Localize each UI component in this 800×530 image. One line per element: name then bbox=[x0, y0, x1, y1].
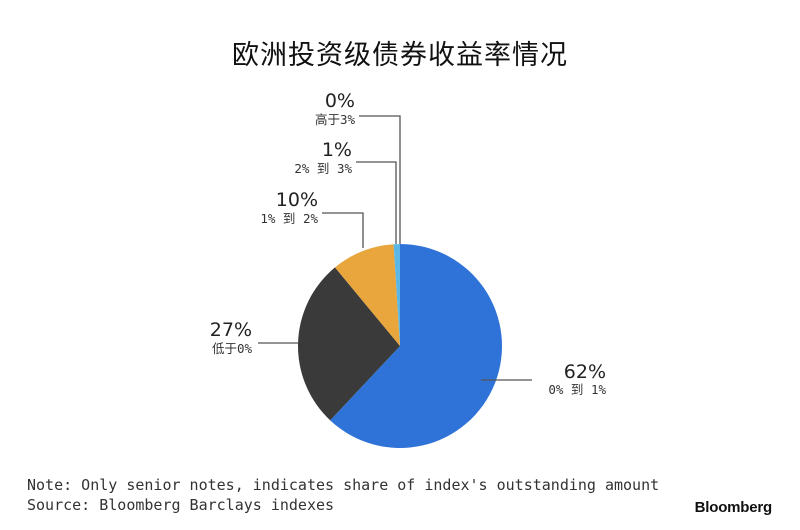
slice-value-label: 27% bbox=[210, 319, 252, 341]
slice-value-label: 10% bbox=[276, 189, 318, 211]
leader-lines bbox=[258, 115, 532, 381]
leader-line bbox=[359, 115, 401, 244]
slice-category-label: 0% 到 1% bbox=[548, 382, 606, 397]
pie-slice bbox=[393, 244, 400, 346]
pie-slice bbox=[298, 267, 400, 421]
leader-line bbox=[322, 212, 364, 248]
bloomberg-logo: Bloomberg bbox=[694, 499, 773, 516]
slice-category-label: 低于0% bbox=[212, 341, 253, 356]
pie-slice bbox=[330, 244, 503, 448]
slice-category-label: 2% 到 3% bbox=[294, 161, 352, 176]
slice-labels: 62%0% 到 1% 27%低于0% 10%1% 到 2% 1%2% 到 3% 0%高于… bbox=[210, 90, 607, 397]
source-line: Source: Bloomberg Barclays indexes bbox=[27, 496, 335, 514]
pie-slices bbox=[298, 244, 503, 448]
slice-value-label: 1% bbox=[322, 139, 352, 161]
slice-value-label: 62% bbox=[564, 361, 606, 383]
pie-slice bbox=[334, 244, 400, 346]
footnote: Note: Only senior notes, indicates share… bbox=[27, 476, 660, 494]
slice-category-label: 高于3% bbox=[315, 112, 356, 127]
slice-value-label: 0% bbox=[325, 90, 355, 112]
leader-line bbox=[356, 161, 397, 244]
slice-category-label: 1% 到 2% bbox=[260, 211, 318, 226]
chart-title: 欧洲投资级债券收益率情况 bbox=[232, 40, 568, 71]
